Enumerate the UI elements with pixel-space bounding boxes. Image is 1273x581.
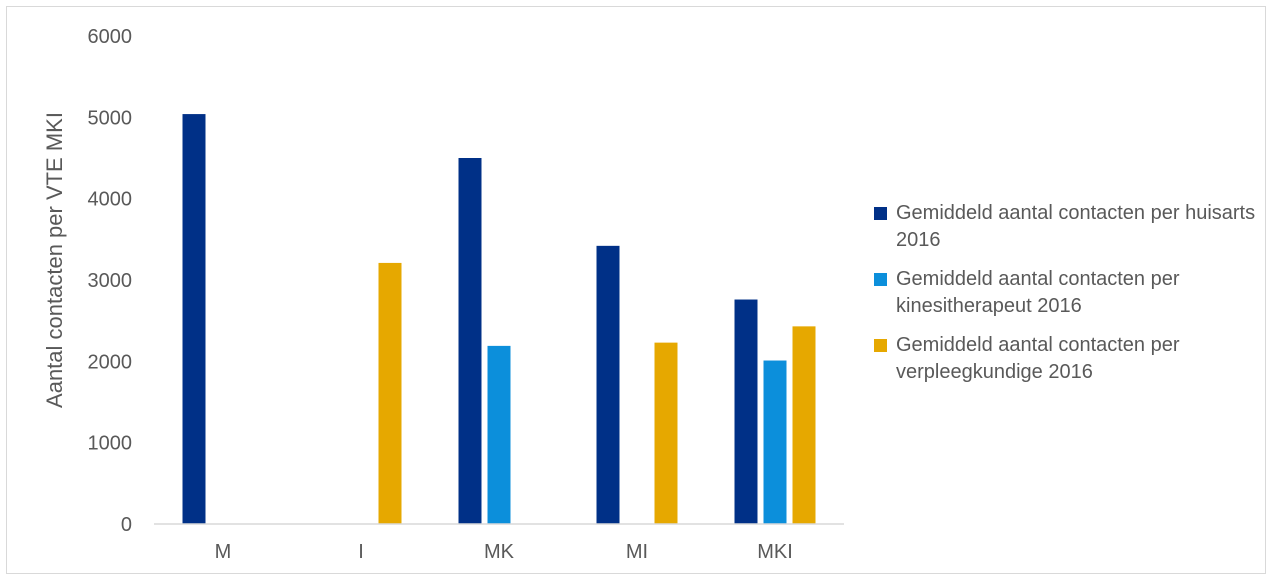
bar-mk-series-1 xyxy=(487,345,511,524)
legend-item: Gemiddeld aantal contacten per huisarts … xyxy=(874,200,1264,254)
bar-mki-series-2 xyxy=(792,326,816,524)
bars xyxy=(182,114,816,524)
chart-frame xyxy=(6,6,1266,574)
y-axis-label: Aantal contacten per VTE MKI xyxy=(42,112,67,408)
legend-swatch xyxy=(874,273,887,286)
x-tick-label: M xyxy=(215,541,232,563)
bar-i-series-2 xyxy=(378,262,402,524)
legend-item: Gemiddeld aantal contacten per kinesithe… xyxy=(874,266,1264,320)
y-tick-label: 4000 xyxy=(88,189,133,211)
x-tick-label: MI xyxy=(626,541,648,563)
y-tick-label: 2000 xyxy=(88,351,133,373)
bar-m-series-0 xyxy=(182,114,206,524)
y-axis-ticks: 0 1000 2000 3000 4000 5000 6000 xyxy=(88,26,133,536)
bar-mki-series-0 xyxy=(734,299,758,524)
x-tick-label: I xyxy=(358,541,364,563)
y-tick-label: 3000 xyxy=(88,270,133,292)
bar-mki-series-1 xyxy=(763,360,787,524)
legend-swatch xyxy=(874,207,887,220)
x-tick-label: MK xyxy=(484,541,515,563)
y-tick-label: 0 xyxy=(121,514,132,536)
bar-mi-series-2 xyxy=(654,342,678,524)
legend-label: Gemiddeld aantal contacten per verpleegk… xyxy=(896,334,1180,383)
legend: Gemiddeld aantal contacten per huisarts … xyxy=(874,200,1264,398)
x-axis-ticks: M I MK MI MKI xyxy=(215,541,793,563)
y-tick-label: 6000 xyxy=(88,26,133,48)
x-tick-label: MKI xyxy=(757,541,793,563)
y-tick-label: 1000 xyxy=(88,433,133,455)
legend-label: Gemiddeld aantal contacten per huisarts … xyxy=(896,202,1256,251)
legend-swatch xyxy=(874,339,887,352)
bar-mi-series-0 xyxy=(596,245,620,524)
legend-label: Gemiddeld aantal contacten per kinesithe… xyxy=(896,268,1180,317)
y-tick-label: 5000 xyxy=(88,107,133,129)
legend-item: Gemiddeld aantal contacten per verpleegk… xyxy=(874,332,1264,386)
bar-mk-series-0 xyxy=(458,158,482,524)
